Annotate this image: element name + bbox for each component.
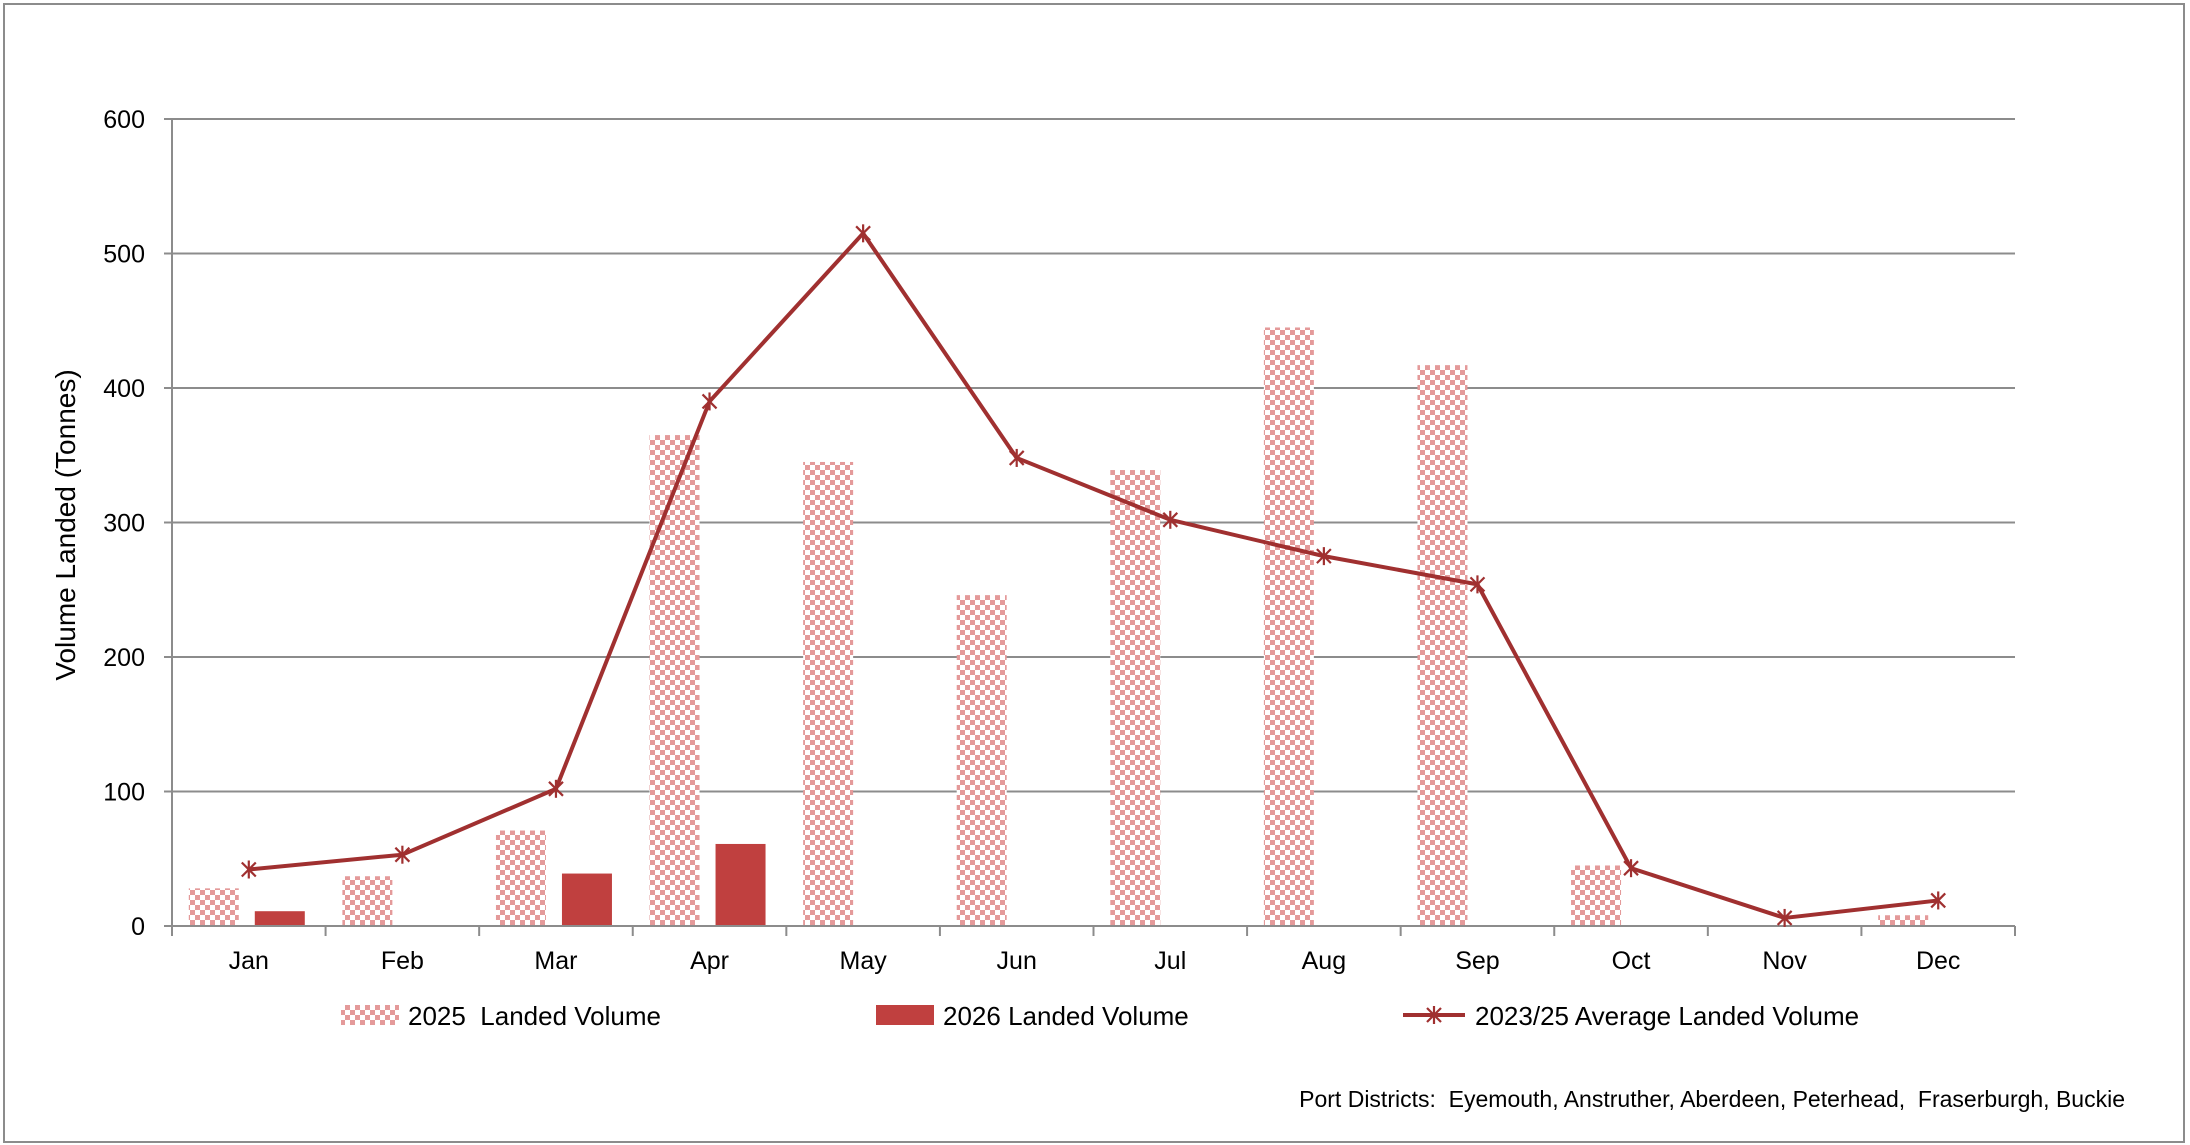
legend: 2025 Landed Volume 2026 Landed Volume 20… [341,1001,1859,1031]
y-tick-label-600: 600 [103,106,145,134]
axes [171,119,2016,936]
chart-frame [3,3,2185,1143]
bar-2025-Sep [1417,365,1468,926]
average-point-Nov [1776,908,1793,927]
legend-label-average: 2023/25 Average Landed Volume [1475,1001,1859,1031]
port-districts-note: Port Districts: Eyemouth, Anstruther, Ab… [1299,1086,2125,1112]
bar-2026-Apr [715,843,766,926]
bar-2025-Jun [956,595,1007,926]
average-point-Jun [1008,448,1025,467]
x-tick-label-Jun: Jun [997,947,1037,975]
x-tick-label-Oct: Oct [1612,947,1651,975]
x-tick-label-Nov: Nov [1762,947,1807,975]
x-axis-tick-labels: Jan Feb Mar Apr May Jun Jul Aug Sep Oct Nov Dec [229,947,1961,975]
bar-2025-May [803,461,854,926]
y-tick-label-400: 400 [103,375,145,403]
y-tick-label-0: 0 [131,913,145,941]
bar-2025-Jul [1110,470,1161,926]
average-point-May [855,224,871,243]
legend-label-2026: 2026 Landed Volume [943,1001,1189,1031]
bars [188,327,1929,927]
bar-2025-Jan [188,888,239,926]
legend-marker-average [1426,1006,1442,1024]
average-point-Oct [1623,859,1639,878]
average-point-Jul [1162,510,1179,529]
bar-2025-Feb [342,876,393,926]
x-tick-label-Apr: Apr [690,947,729,975]
y-axis-label: Volume Landed (Tonnes) [50,369,81,680]
x-tick-label-May: May [840,947,888,975]
y-tick-label-300: 300 [103,510,145,538]
x-tick-label-Feb: Feb [381,947,424,975]
bar-2025-Dec [1878,915,1929,926]
average-line-series [241,224,1946,927]
x-tick-label-Sep: Sep [1455,947,1499,975]
legend-swatch-2026 [876,1005,934,1025]
x-tick-label-Aug: Aug [1302,947,1346,975]
average-point-Dec [1930,891,1946,910]
bar-2025-Mar [495,830,546,926]
legend-swatch-2025 [341,1005,399,1025]
y-tick-label-100: 100 [103,779,145,807]
x-tick-label-Jul: Jul [1154,947,1186,975]
gridlines [164,118,2015,927]
legend-label-2025: 2025 Landed Volume [408,1001,661,1031]
bar-2026-Mar [561,873,612,926]
x-tick-label-Mar: Mar [534,947,577,975]
average-point-Feb [394,845,411,864]
y-axis-tick-labels: 0 100 200 300 400 500 600 [103,106,145,941]
x-tick-label-Dec: Dec [1916,947,1960,975]
bar-2025-Apr [649,435,700,926]
average-line [248,231,1939,920]
bar-2026-Jan [254,911,305,926]
average-point-Jan [241,860,257,879]
y-tick-label-200: 200 [103,644,145,672]
bar-2025-Oct [1571,865,1622,926]
y-tick-label-500: 500 [103,241,145,269]
average-point-Sep [1469,575,1486,594]
x-tick-label-Jan: Jan [229,947,269,975]
average-point-Apr [701,392,718,411]
average-point-Mar [548,779,564,798]
bar-2025-Aug [1263,327,1314,927]
average-point-Aug [1316,547,1332,566]
